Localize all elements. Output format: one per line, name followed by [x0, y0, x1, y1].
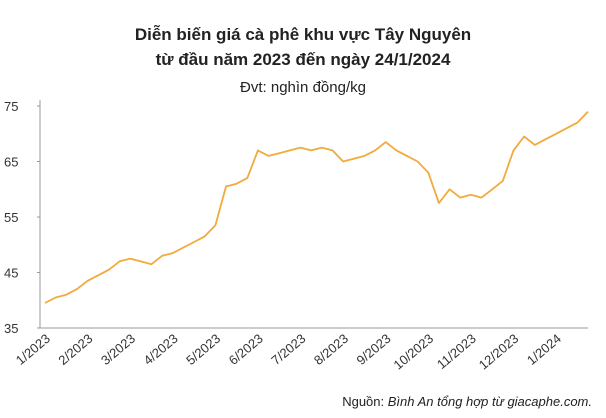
x-tick-label: 6/2023 [226, 331, 266, 368]
x-tick-label: 1/2023 [13, 331, 53, 368]
x-tick-label: 2/2023 [55, 331, 95, 368]
x-tick-label: 10/2023 [391, 331, 437, 373]
chart-title: từ đầu năm 2023 đến ngày 24/1/2024 [156, 50, 451, 69]
x-tick-label: 12/2023 [476, 331, 522, 373]
x-tick-label: 8/2023 [311, 331, 351, 368]
source: Nguồn: Bình An tổng hợp từ giacaphe.com. [342, 394, 592, 409]
x-tick-label: 1/2024 [524, 331, 564, 368]
line [44, 110, 589, 304]
x-tick-label: 7/2023 [268, 331, 308, 368]
chart-title: Diễn biến giá cà phê khu vực Tây Nguyên [135, 25, 471, 44]
y-tick-label: 65 [4, 155, 18, 170]
source-text: Bình An tổng hợp từ giacaphe.com. [388, 394, 592, 409]
y-tick-label: 45 [4, 266, 18, 281]
chart-subtitle: Đvt: nghìn đồng/kg [240, 79, 366, 96]
x-tick-label: 11/2023 [434, 331, 479, 372]
x-tick-label: 9/2023 [354, 331, 394, 368]
y-tick-label: 75 [4, 99, 18, 114]
source-label: Nguồn: [342, 394, 384, 409]
x-tick-label: 3/2023 [98, 331, 138, 368]
y-tick-label: 55 [4, 210, 18, 225]
x-tick-label: 5/2023 [183, 331, 223, 368]
x-tick-label: 4/2023 [141, 331, 181, 368]
y-tick-label: 35 [4, 321, 18, 336]
